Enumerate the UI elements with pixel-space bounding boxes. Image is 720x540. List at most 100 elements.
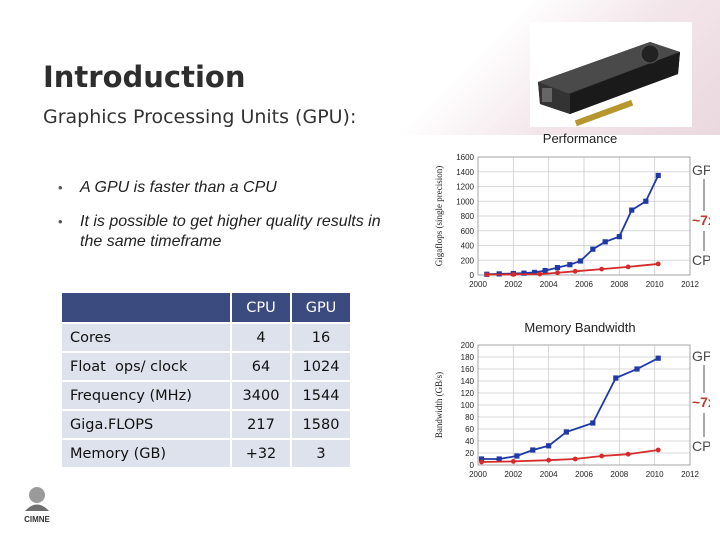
- gpu-data-point: [478, 456, 485, 462]
- gpu-data-point: [496, 456, 502, 462]
- y-tick-label: 0: [470, 271, 475, 280]
- cpu-data-point: [555, 270, 560, 276]
- cpu-data-point: [625, 451, 631, 457]
- gpu-series-line: [486, 175, 660, 276]
- x-tick-label: 2010: [646, 280, 664, 289]
- y-axis-label: Bandwidth (GB/s): [434, 372, 444, 438]
- x-tick-label: 2000: [469, 280, 487, 289]
- gpu-cell: 1580: [292, 411, 350, 438]
- chart-annotation: GPU: [692, 348, 710, 364]
- table-header-cpu: CPU: [232, 293, 290, 322]
- y-tick-label: 180: [461, 353, 475, 362]
- table-row: Frequency (MHz) 3400 1544: [62, 382, 350, 409]
- cpu-data-point: [546, 457, 552, 463]
- row-label: Memory (GB): [62, 440, 230, 467]
- row-label: Frequency (MHz): [62, 382, 230, 409]
- bullet-list: • A GPU is faster than a CPU • It is pos…: [58, 178, 388, 266]
- gpu-data-point: [613, 375, 619, 381]
- y-tick-label: 60: [465, 425, 474, 434]
- x-tick-label: 2008: [610, 470, 628, 479]
- cpu-data-point: [510, 272, 516, 277]
- gpu-cell: 1024: [292, 353, 350, 380]
- gpu-data-point: [530, 447, 536, 453]
- cpu-series-line: [481, 449, 659, 463]
- x-tick-label: 2012: [681, 280, 699, 289]
- cpu-cell: +32: [232, 440, 290, 467]
- slide-title: Introduction: [43, 60, 246, 94]
- table-header-blank: [62, 293, 230, 322]
- chart-annotation: ~7x: [692, 394, 710, 410]
- y-tick-label: 1600: [456, 153, 474, 162]
- chart-annotation: GPU: [692, 162, 710, 178]
- gpu-data-point: [590, 246, 596, 252]
- gpu-card-image: [530, 22, 692, 127]
- y-tick-label: 600: [461, 227, 475, 236]
- x-tick-label: 2004: [540, 470, 558, 479]
- gpu-data-point: [546, 443, 552, 449]
- cpu-data-point: [655, 447, 661, 453]
- cpu-data-point: [572, 456, 578, 462]
- x-tick-label: 2004: [540, 280, 558, 289]
- cpu-cell: 64: [232, 353, 290, 380]
- x-tick-label: 2006: [575, 470, 593, 479]
- gpu-cell: 1544: [292, 382, 350, 409]
- table-header-row: CPU GPU: [62, 293, 350, 322]
- row-label: Float ops/ clock: [62, 353, 230, 380]
- gpu-data-point: [563, 429, 569, 435]
- x-tick-label: 2000: [469, 470, 487, 479]
- cpu-data-point: [599, 266, 605, 272]
- x-tick-label: 2006: [575, 280, 593, 289]
- y-tick-label: 20: [465, 449, 474, 458]
- row-label: Giga.FLOPS: [62, 411, 230, 438]
- performance-chart: Performance 0 200 400 600 800 1000 1200 1400 1600…: [434, 131, 710, 289]
- bullet-text: A GPU is faster than a CPU: [80, 179, 277, 196]
- y-tick-label: 120: [461, 389, 475, 398]
- cpu-data-point: [537, 271, 543, 277]
- slide-subtitle: Graphics Processing Units (GPU):: [43, 106, 357, 128]
- plot-frame: [477, 344, 691, 466]
- y-tick-label: 1200: [456, 183, 474, 192]
- table-row: Cores 4 16: [62, 324, 350, 351]
- cpu-data-point: [510, 459, 516, 464]
- gpu-data-point: [602, 239, 608, 245]
- gpu-data-point: [655, 172, 661, 179]
- gpu-data-point: [542, 267, 548, 274]
- cimne-logo: CIMNE: [24, 487, 51, 524]
- cpu-data-point: [484, 272, 490, 278]
- gpu-data-point: [521, 270, 527, 276]
- logo-text: CIMNE: [24, 515, 50, 524]
- y-tick-label: 40: [465, 437, 474, 446]
- y-tick-label: 80: [465, 413, 474, 422]
- x-tick-label: 2002: [504, 470, 522, 479]
- x-tick-label: 2008: [610, 280, 628, 289]
- cpu-data-point: [479, 459, 484, 465]
- cpu-data-point: [625, 264, 631, 270]
- comparison-table: CPU GPU Cores 4 16 Float ops/ clock 64 1…: [62, 291, 350, 469]
- bullet-dot-icon: •: [58, 214, 63, 229]
- chart-annotation: CPU: [692, 252, 710, 268]
- y-tick-label: 200: [461, 256, 475, 265]
- y-tick-label: 1000: [456, 197, 474, 206]
- row-label: Cores: [62, 324, 230, 351]
- bullet-item: • It is possible to get higher quality r…: [58, 212, 388, 252]
- table-row: Memory (GB) +32 3: [62, 440, 350, 467]
- gpu-data-point: [514, 453, 520, 459]
- cpu-cell: 217: [232, 411, 290, 438]
- bullet-text: It is possible to get higher quality res…: [80, 213, 381, 250]
- gpu-data-point: [554, 265, 561, 271]
- cpu-data-point: [655, 261, 661, 267]
- plot-frame: [477, 156, 691, 276]
- gpu-data-point: [590, 420, 596, 426]
- gpu-data-point: [567, 262, 573, 268]
- y-tick-label: 200: [461, 341, 475, 350]
- gpu-cell: 3: [292, 440, 350, 467]
- gpu-series-line: [481, 357, 659, 460]
- table-header-gpu: GPU: [292, 293, 350, 322]
- y-axis-label: Gigaflops (single precision): [434, 166, 444, 266]
- gpu-data-point: [655, 355, 661, 361]
- bullet-dot-icon: •: [58, 180, 63, 195]
- memory-bandwidth-chart: Memory Bandwidth 0 20 40 60 80 100 120 140 160 180…: [434, 320, 710, 479]
- x-tick-label: 2010: [646, 470, 664, 479]
- y-tick-label: 1400: [456, 168, 474, 177]
- chart-title: Memory Bandwidth: [524, 320, 635, 335]
